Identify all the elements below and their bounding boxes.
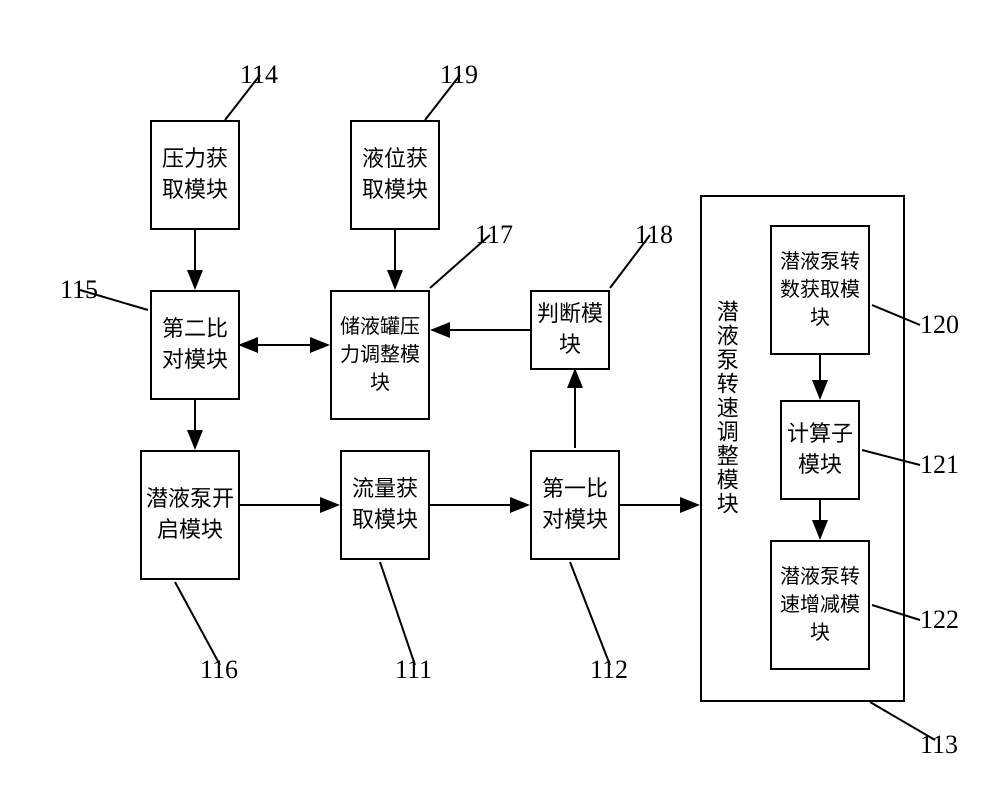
label-114: 114: [240, 60, 278, 90]
node-115-text: 第二比对模块: [156, 314, 234, 376]
node-115: 第二比对模块: [150, 290, 240, 400]
node-116-text: 潜液泵开启模块: [146, 484, 234, 546]
label-117: 117: [475, 220, 513, 250]
node-122-text: 潜液泵转速增减模块: [776, 563, 864, 647]
node-119-text: 液位获取模块: [356, 144, 434, 206]
label-112: 112: [590, 655, 628, 685]
label-118: 118: [635, 220, 673, 250]
label-113: 113: [920, 730, 958, 760]
node-122: 潜液泵转速增减模块: [770, 540, 870, 670]
label-111: 111: [395, 655, 432, 685]
label-120: 120: [920, 310, 959, 340]
node-117: 储液罐压力调整模块: [330, 290, 430, 420]
node-111: 流量获取模块: [340, 450, 430, 560]
label-116: 116: [200, 655, 238, 685]
node-118: 判断模块: [530, 290, 610, 370]
label-115: 115: [60, 275, 98, 305]
node-114: 压力获取模块: [150, 120, 240, 230]
label-121: 121: [920, 450, 959, 480]
node-121: 计算子模块: [780, 400, 860, 500]
node-114-text: 压力获取模块: [156, 144, 234, 206]
container-113-label: 潜液泵转速调整模块: [710, 300, 741, 516]
node-120-text: 潜液泵转数获取模块: [776, 248, 864, 332]
node-111-text: 流量获取模块: [346, 474, 424, 536]
node-119: 液位获取模块: [350, 120, 440, 230]
label-122: 122: [920, 605, 959, 635]
node-117-text: 储液罐压力调整模块: [336, 313, 424, 397]
node-116: 潜液泵开启模块: [140, 450, 240, 580]
flowchart-diagram: 潜液泵转速调整模块 压力获取模块 液位获取模块 第二比对模块 储液罐压力调整模块…: [0, 0, 1000, 800]
node-120: 潜液泵转数获取模块: [770, 225, 870, 355]
node-121-text: 计算子模块: [786, 419, 854, 481]
label-119: 119: [440, 60, 478, 90]
node-118-text: 判断模块: [536, 299, 604, 361]
node-112-text: 第一比对模块: [536, 474, 614, 536]
node-112: 第一比对模块: [530, 450, 620, 560]
